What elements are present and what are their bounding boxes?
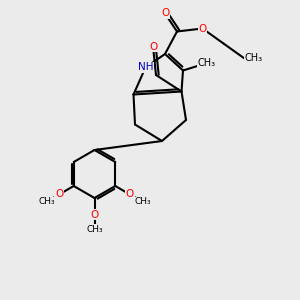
Text: CH₃: CH₃ <box>86 225 103 234</box>
Text: O: O <box>161 8 169 19</box>
Text: CH₃: CH₃ <box>134 197 151 206</box>
Text: CH₃: CH₃ <box>244 53 262 64</box>
Text: O: O <box>198 23 207 34</box>
Text: O: O <box>125 189 134 199</box>
Text: NH: NH <box>138 62 153 73</box>
Text: CH₃: CH₃ <box>38 197 55 206</box>
Text: O: O <box>149 41 157 52</box>
Text: O: O <box>90 209 99 220</box>
Text: O: O <box>55 189 64 199</box>
Text: CH₃: CH₃ <box>198 58 216 68</box>
